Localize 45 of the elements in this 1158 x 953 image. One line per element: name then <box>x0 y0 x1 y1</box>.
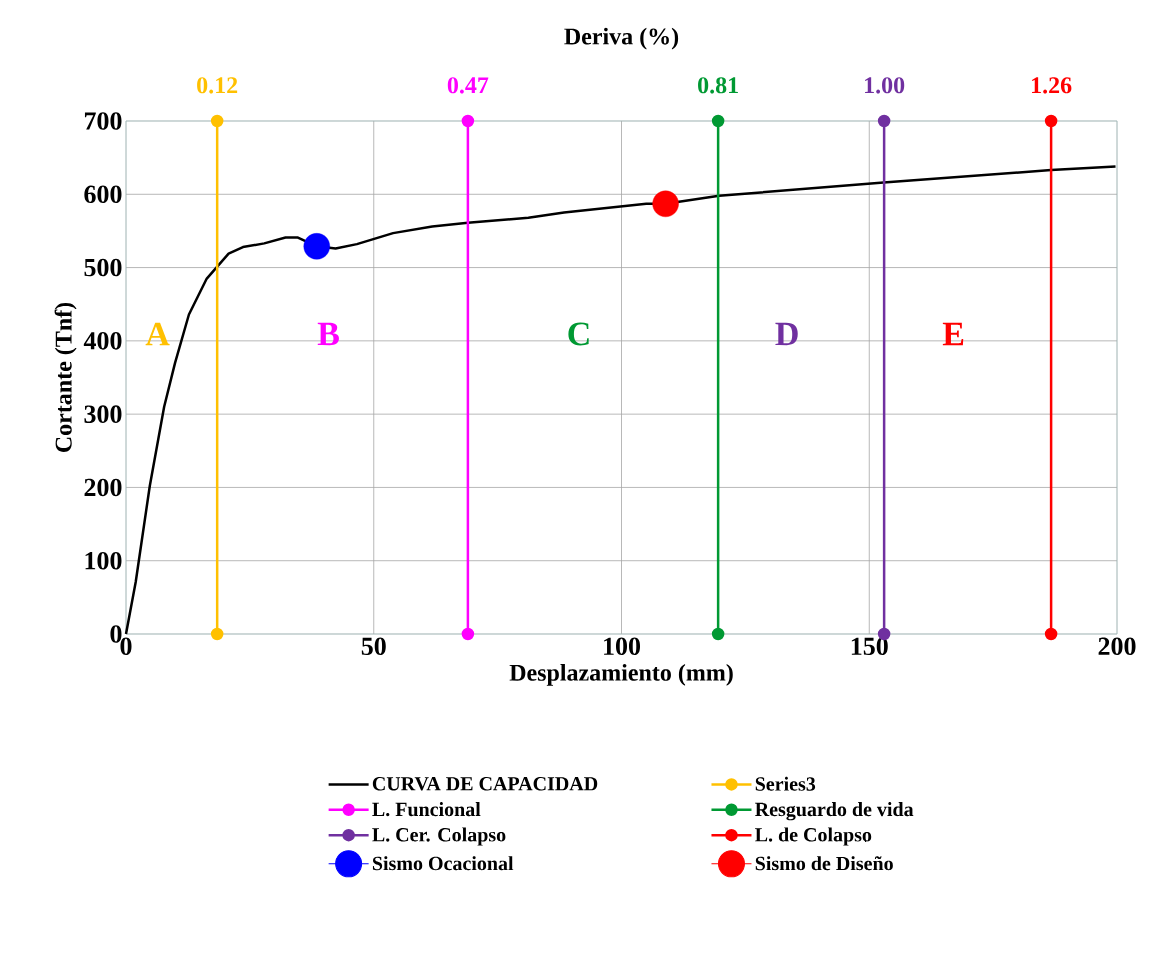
y-tick-label: 400 <box>83 332 122 350</box>
chart-title: Deriva (%) <box>564 27 679 50</box>
y-tick-label: 600 <box>84 185 122 204</box>
line-series <box>124 165 1117 636</box>
y-tick-label: 500 <box>84 258 122 277</box>
y-axis-title: Cortante (Tnf) <box>54 302 77 452</box>
annotation: 1.26 <box>1032 77 1072 94</box>
x-tick-label: 200 <box>1098 637 1136 656</box>
point <box>461 114 475 128</box>
point <box>461 627 475 641</box>
annotation: 0.12 <box>197 77 238 94</box>
annotation: E <box>942 322 964 346</box>
y-tick-label: 200 <box>84 478 122 497</box>
legend-label: L. de Colapso <box>755 827 872 846</box>
annotation: B <box>317 322 339 346</box>
point <box>303 233 330 260</box>
x-tick-label: 150 <box>851 637 888 656</box>
point <box>711 114 725 128</box>
y-tick-label: 300 <box>84 405 122 423</box>
point <box>877 114 891 128</box>
legend-label: Resguardo de vida <box>755 802 914 821</box>
y-tick-label: 700 <box>84 112 122 130</box>
y-tick-label: 100 <box>85 551 122 570</box>
point <box>652 190 679 218</box>
annotation: C <box>568 322 589 346</box>
y-tick-label: 0 <box>110 625 122 643</box>
x-tick-label: 100 <box>604 637 641 656</box>
legend-label: L. Cer. Colapso <box>372 827 506 846</box>
x-axis-title: Desplazamiento (mm) <box>509 663 733 686</box>
x-tick-label: 50 <box>361 637 386 656</box>
point <box>210 114 224 128</box>
annotation: A <box>145 322 170 346</box>
point <box>711 627 725 641</box>
annotation: D <box>775 322 798 346</box>
point <box>1044 627 1058 641</box>
legend-label: L. Funcional <box>372 802 481 817</box>
annotation: 0.81 <box>698 77 738 94</box>
legend-label: Sismo Ocacional <box>372 856 514 871</box>
legend-label: Series3 <box>755 776 816 791</box>
annotation: 1.00 <box>865 77 905 94</box>
annotation: 0.47 <box>447 77 489 94</box>
legend-label: CURVA DE CAPACIDAD <box>372 777 598 791</box>
point <box>210 627 224 641</box>
point <box>1044 114 1058 128</box>
legend-label: Sismo de Diseño <box>755 856 893 871</box>
